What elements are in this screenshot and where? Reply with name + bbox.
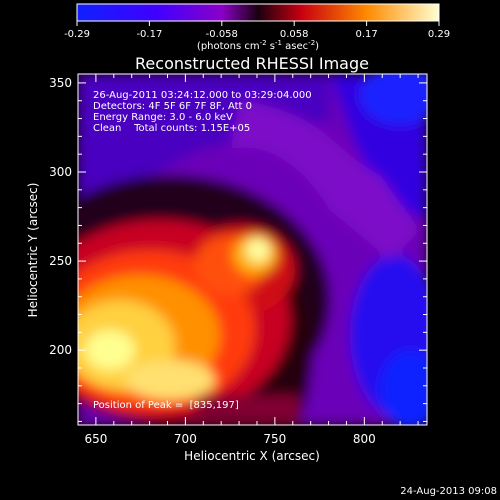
annotation-energy-range: Energy Range: 3.0 - 6.0 keV bbox=[93, 112, 233, 123]
timestamp: 24-Aug-2013 09:08 bbox=[400, 486, 497, 497]
annotation-detectors: Detectors: 4F 5F 6F 7F 8F, Att 0 bbox=[93, 101, 252, 112]
chart-title: Reconstructed RHESSI Image bbox=[135, 54, 369, 73]
x-tick-label: 750 bbox=[263, 432, 286, 446]
x-tick-label: 700 bbox=[174, 432, 197, 446]
peak-position-label: Position of Peak = [835,197] bbox=[93, 400, 239, 411]
colorbar-tick-label: 0.29 bbox=[428, 29, 450, 40]
colorbar-tick-label: -0.17 bbox=[136, 29, 162, 40]
annotation-time-range: 26-Aug-2011 03:24:12.000 to 03:29:04.000 bbox=[93, 90, 312, 101]
x-axis-label: Heliocentric X (arcsec) bbox=[184, 449, 320, 463]
y-tick-label: 350 bbox=[49, 76, 72, 90]
colorbar-tick-label: 0.17 bbox=[355, 29, 377, 40]
y-tick-label: 300 bbox=[49, 165, 72, 179]
colorbar-tick-label: -0.058 bbox=[206, 29, 238, 40]
y-tick-label: 200 bbox=[49, 343, 72, 357]
y-tick-label: 250 bbox=[49, 254, 72, 268]
y-axis: 200 250 300 350 bbox=[49, 76, 427, 422]
colorbar-unit-label: (photons cm-2 s-1 asec-2) bbox=[197, 39, 319, 52]
x-tick-label: 800 bbox=[353, 432, 376, 446]
info-annotations: 26-Aug-2011 03:24:12.000 to 03:29:04.000… bbox=[93, 90, 312, 134]
annotation-clean-counts: Clean Total counts: 1.15E+05 bbox=[93, 123, 250, 134]
colorbar-tick-label: 0.058 bbox=[280, 29, 309, 40]
colorbar-tick-label: -0.29 bbox=[64, 29, 90, 40]
x-axis: 650 700 750 800 bbox=[77, 74, 419, 446]
plot-frame bbox=[77, 73, 428, 426]
colorbar: -0.29 -0.17 -0.058 0.058 0.17 0.29 (photons c… bbox=[64, 3, 450, 52]
y-axis-label: Heliocentric Y (arcsec) bbox=[26, 183, 40, 318]
heatmap-image bbox=[77, 73, 428, 426]
x-tick-label: 650 bbox=[84, 432, 107, 446]
colorbar-gradient bbox=[76, 3, 440, 22]
